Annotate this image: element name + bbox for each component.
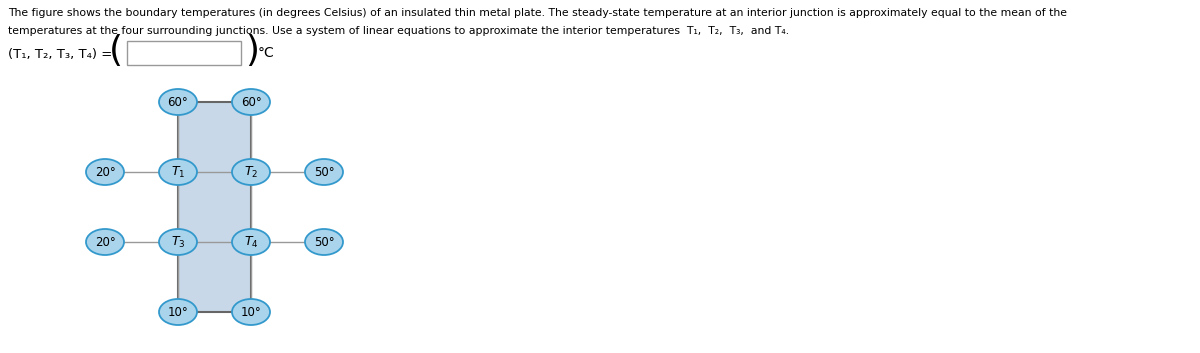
Text: 20°: 20° xyxy=(95,235,115,249)
FancyBboxPatch shape xyxy=(178,102,251,312)
Text: 20°: 20° xyxy=(95,166,115,179)
Text: 60°: 60° xyxy=(241,96,262,108)
Text: 10°: 10° xyxy=(241,305,262,318)
Ellipse shape xyxy=(158,299,197,325)
Text: $T_1$: $T_1$ xyxy=(170,164,185,180)
Ellipse shape xyxy=(232,229,270,255)
Ellipse shape xyxy=(158,229,197,255)
Ellipse shape xyxy=(158,159,197,185)
Text: The figure shows the boundary temperatures (in degrees Celsius) of an insulated : The figure shows the boundary temperatur… xyxy=(8,8,1067,18)
Text: $T_3$: $T_3$ xyxy=(170,234,185,250)
Ellipse shape xyxy=(232,299,270,325)
FancyBboxPatch shape xyxy=(127,41,241,65)
Ellipse shape xyxy=(232,159,270,185)
Text: 60°: 60° xyxy=(168,96,188,108)
Ellipse shape xyxy=(86,159,124,185)
Text: 50°: 50° xyxy=(313,235,335,249)
Text: $T_2$: $T_2$ xyxy=(244,164,258,180)
Text: 50°: 50° xyxy=(313,166,335,179)
Text: 10°: 10° xyxy=(168,305,188,318)
Text: °C: °C xyxy=(258,46,275,60)
Text: temperatures at the four surrounding junctions. Use a system of linear equations: temperatures at the four surrounding jun… xyxy=(8,26,790,36)
Text: (: ( xyxy=(109,34,124,68)
Text: $T_4$: $T_4$ xyxy=(244,234,258,250)
Text: (T₁, T₂, T₃, T₄) =: (T₁, T₂, T₃, T₄) = xyxy=(8,48,113,61)
Text: ): ) xyxy=(245,34,259,68)
Ellipse shape xyxy=(232,89,270,115)
Ellipse shape xyxy=(158,89,197,115)
Ellipse shape xyxy=(305,159,343,185)
Ellipse shape xyxy=(86,229,124,255)
Ellipse shape xyxy=(305,229,343,255)
